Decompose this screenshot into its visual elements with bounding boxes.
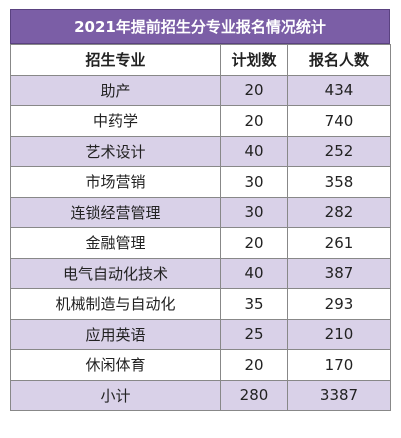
- table-row: 中药学 20 740: [10, 105, 391, 137]
- total-applicants: 3387: [287, 379, 391, 411]
- cell-applicants: 293: [287, 288, 391, 320]
- cell-major: 休闲体育: [10, 349, 221, 381]
- cell-major: 应用英语: [10, 318, 221, 350]
- enrollment-table-container: 2021年提前招生分专业报名情况统计 招生专业 计划数 报名人数 助产 20 4…: [10, 9, 391, 411]
- cell-applicants: 252: [287, 135, 391, 167]
- cell-major: 艺术设计: [10, 135, 221, 167]
- total-label: 小计: [10, 379, 221, 411]
- table-row: 金融管理 20 261: [10, 227, 391, 259]
- cell-plan: 20: [220, 349, 288, 381]
- enrollment-table: 招生专业 计划数 报名人数 助产 20 434 中药学 20 740 艺术设计 …: [10, 44, 391, 411]
- cell-applicants: 210: [287, 318, 391, 350]
- cell-applicants: 261: [287, 227, 391, 259]
- table-row: 助产 20 434: [10, 74, 391, 106]
- header-applicants: 报名人数: [287, 44, 391, 76]
- cell-major: 中药学: [10, 105, 221, 137]
- total-row: 小计 280 3387: [10, 379, 391, 411]
- cell-applicants: 740: [287, 105, 391, 137]
- cell-major: 电气自动化技术: [10, 257, 221, 289]
- table-row: 连锁经营管理 30 282: [10, 196, 391, 228]
- cell-major: 连锁经营管理: [10, 196, 221, 228]
- header-row: 招生专业 计划数 报名人数: [10, 44, 391, 76]
- cell-plan: 30: [220, 166, 288, 198]
- cell-plan: 25: [220, 318, 288, 350]
- cell-plan: 35: [220, 288, 288, 320]
- cell-major: 市场营销: [10, 166, 221, 198]
- cell-plan: 20: [220, 74, 288, 106]
- cell-plan: 40: [220, 257, 288, 289]
- cell-applicants: 387: [287, 257, 391, 289]
- table-row: 艺术设计 40 252: [10, 135, 391, 167]
- total-plan: 280: [220, 379, 288, 411]
- table-row: 应用英语 25 210: [10, 318, 391, 350]
- table-title: 2021年提前招生分专业报名情况统计: [10, 9, 390, 44]
- table-row: 机械制造与自动化 35 293: [10, 288, 391, 320]
- cell-major: 助产: [10, 74, 221, 106]
- cell-major: 金融管理: [10, 227, 221, 259]
- cell-applicants: 434: [287, 74, 391, 106]
- cell-applicants: 170: [287, 349, 391, 381]
- table-row: 休闲体育 20 170: [10, 349, 391, 381]
- cell-plan: 40: [220, 135, 288, 167]
- cell-plan: 20: [220, 105, 288, 137]
- header-plan: 计划数: [220, 44, 288, 76]
- cell-plan: 20: [220, 227, 288, 259]
- table-row: 电气自动化技术 40 387: [10, 257, 391, 289]
- table-row: 市场营销 30 358: [10, 166, 391, 198]
- cell-major: 机械制造与自动化: [10, 288, 221, 320]
- cell-plan: 30: [220, 196, 288, 228]
- cell-applicants: 282: [287, 196, 391, 228]
- cell-applicants: 358: [287, 166, 391, 198]
- header-major: 招生专业: [10, 44, 221, 76]
